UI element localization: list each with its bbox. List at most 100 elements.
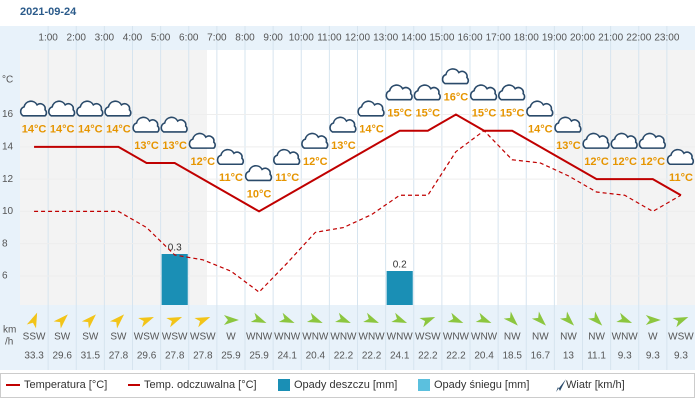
y-tick-label: 14 [2,141,14,152]
precip-bar [386,271,413,305]
arrow [223,315,239,325]
wind-arrow [447,312,464,324]
y-tick-label: 6 [2,271,8,282]
temp-label: 16°C [444,91,469,103]
cloud [104,100,132,117]
wind-speed: 9.3 [674,351,688,362]
wind-direction: W [226,332,236,343]
wind-speed: 27.8 [165,351,185,362]
temp-label: 11°C [669,172,693,184]
wind-arrow [306,312,323,324]
wind-arrow [278,312,295,324]
hour-label: 8:00 [235,33,255,44]
hour-label: 21:00 [598,33,623,44]
cloud [666,148,695,166]
cloud [301,132,329,149]
wind-speed: 11.1 [587,351,606,362]
arrow [447,312,464,324]
arrow [278,312,295,324]
y-unit: °C [2,75,13,86]
cloud [160,116,188,133]
arrow [53,314,68,329]
wind-direction: WNW [330,332,357,343]
wind-direction: NW [588,332,605,343]
wind-direction: WNW [612,332,639,343]
temp-label: 13°C [134,140,159,152]
cloud [216,148,245,166]
cloud [638,132,666,149]
wind-arrow [503,311,518,326]
weather-icon [19,100,48,117]
temp-label: 15°C [500,108,525,120]
cloud [132,116,160,133]
cloud [76,100,104,117]
wind-speed: 33.3 [24,351,44,362]
temp-label: 14°C [22,124,47,136]
weather-icon [188,132,216,149]
weather-icon [244,165,273,182]
temp-label: 14°C [50,124,75,136]
wind-speed: 20.4 [474,351,494,362]
wind-direction: NW [560,332,577,343]
wind-direction: W [648,332,658,343]
wind-speed: 20.4 [306,351,326,362]
legend-label: Temperatura [°C] [24,379,107,391]
wind-arrow [672,316,689,328]
legend-swatch [418,379,430,391]
legend-label: Temp. odczuwalna [°C] [144,379,257,391]
wind-speed: 9.3 [646,351,660,362]
temp-label: 12°C [612,156,637,168]
temp-label: 13°C [162,140,187,152]
arrow [559,311,575,326]
temp-label: 11°C [219,172,243,184]
wind-arrow [194,316,211,328]
wind-arrow [53,314,68,329]
hour-label: 19:00 [542,33,567,44]
wind-arrow [559,311,575,326]
cloud [357,100,385,117]
axis-column [0,26,20,370]
temp-label: 15°C [387,108,412,120]
temp-label: 11°C [275,172,299,184]
cloud [413,84,441,101]
weather-icon [638,132,666,149]
hour-label: 17:00 [486,33,511,44]
arrow [335,312,351,324]
legend-box [0,373,695,398]
precip-bar [161,254,188,305]
cloud [48,100,76,117]
wind-direction: WNW [443,332,470,343]
wind-speed: 25.9 [249,351,269,362]
weather-icon [554,116,582,133]
hour-label: 12:00 [345,33,370,44]
wind-direction: SW [54,332,71,343]
wind-speed: 22.2 [362,351,382,362]
y-tick-label: 12 [2,174,14,185]
wind-arrow [363,312,379,324]
temp-label: 10°C [247,188,272,200]
arrow [645,315,661,325]
weather-icon [160,116,188,133]
temp-label: 14°C [359,124,384,136]
temp-label: 13°C [556,140,581,152]
arrow [363,312,379,324]
weather-icon [498,84,526,101]
temp-label: 13°C [331,140,356,152]
wind-speed: 18.5 [502,351,522,362]
cloud [188,132,216,149]
hour-label: 13:00 [373,33,398,44]
hour-label: 22:00 [626,33,651,44]
wind-arrow [531,311,546,326]
arrow [26,312,38,329]
arrow [194,316,211,328]
legend-swatch [556,379,566,392]
wind-arrow [138,316,154,328]
temp-label: 14°C [106,124,131,136]
wind-speed: 22.2 [334,351,354,362]
cloud [19,100,48,117]
wind-speed: 31.5 [81,351,101,362]
wind-arrow [475,312,492,324]
cloud [498,84,526,101]
arrow [166,316,183,328]
